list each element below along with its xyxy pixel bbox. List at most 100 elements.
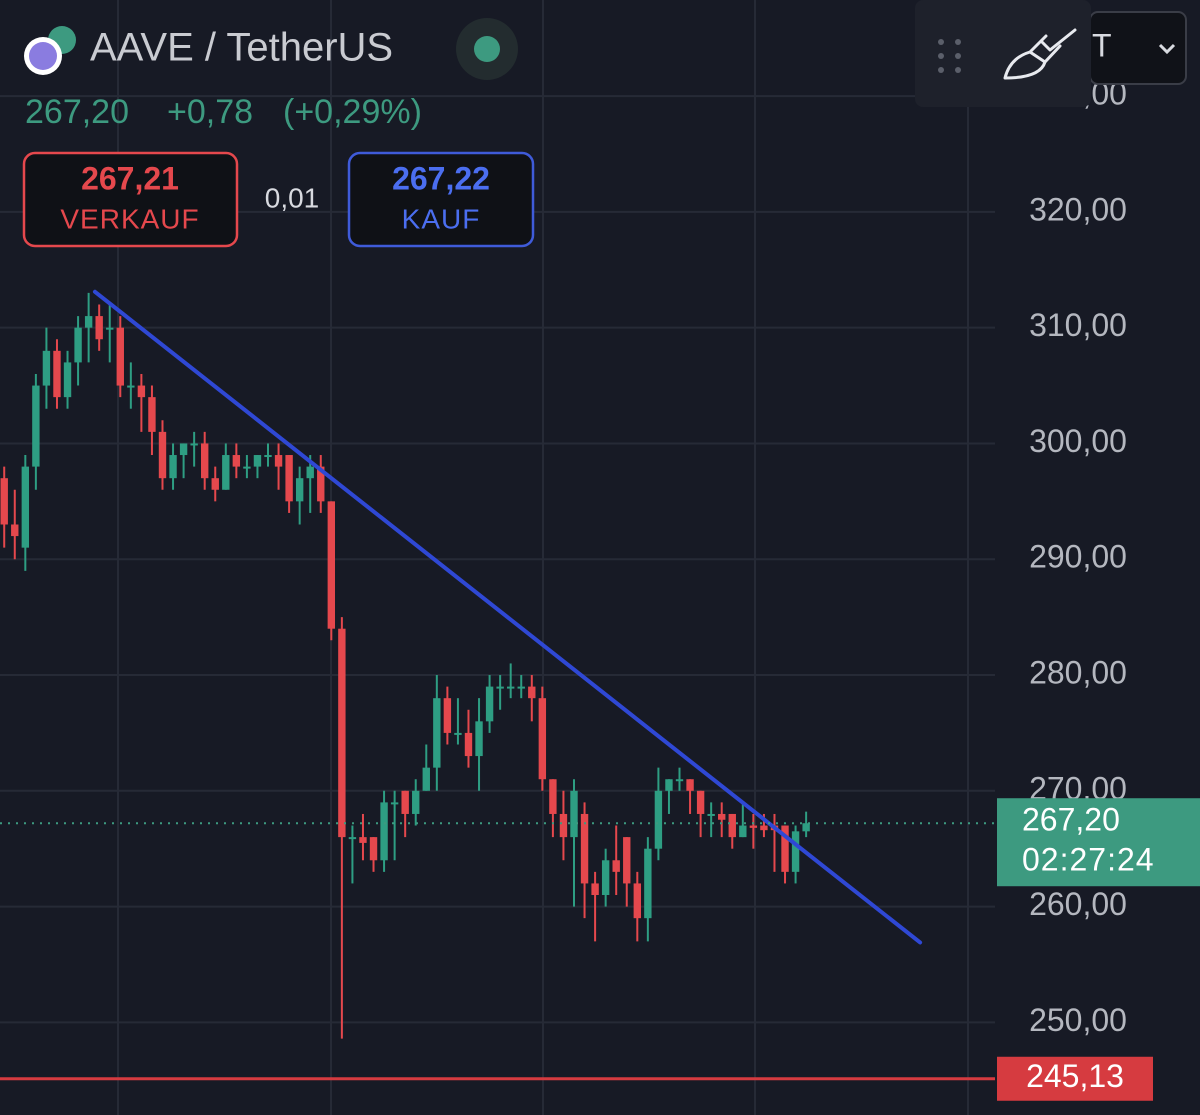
y-axis: 250,00260,00270,00280,00290,00300,00310,… (997, 76, 1200, 1101)
vertical-grid (117, 0, 969, 1115)
candles (0, 292, 810, 1039)
candle-body (211, 478, 219, 490)
sell-label: VERKAUF (60, 203, 199, 234)
y-tick-label: 290,00 (1029, 539, 1127, 575)
candle-body (496, 686, 504, 689)
candle-body (95, 316, 103, 340)
candle-body (760, 825, 768, 831)
sell-price: 267,21 (81, 160, 179, 196)
candle-body (422, 767, 430, 791)
candle-body (570, 790, 578, 838)
price-label-box (997, 798, 1200, 887)
candle-body (338, 628, 346, 838)
candle-body (53, 350, 61, 398)
candle-body (11, 524, 19, 537)
candle-body (169, 455, 177, 479)
candle-body (654, 790, 663, 849)
candle-body (454, 732, 462, 735)
candle-body (106, 327, 114, 330)
candle-body (317, 466, 325, 502)
symbol-title: AAVE / TetherUS (90, 26, 393, 70)
candle-body (222, 455, 230, 490)
candle-body (675, 779, 684, 782)
status-dot (474, 36, 500, 62)
sell-button[interactable] (22, 151, 239, 248)
price-label-box (997, 1056, 1153, 1101)
spread: 0,01 (265, 182, 320, 213)
candle-body (190, 443, 198, 446)
candle-body (475, 721, 483, 757)
candle-body (528, 686, 536, 699)
candle-body (728, 813, 736, 838)
y-tick-label: 260,00 (1029, 886, 1127, 922)
candle-body (791, 831, 800, 872)
candle-body (707, 813, 715, 816)
y-tick-label: 310,00 (1029, 307, 1127, 343)
candle-body (506, 686, 515, 689)
candle-body (42, 350, 51, 386)
candle-body (781, 825, 789, 872)
candle-body (464, 732, 473, 757)
candle-body (443, 698, 452, 733)
buy-price: 267,22 (392, 160, 490, 196)
candle-body (274, 455, 283, 467)
header: AAVE / TetherUS 267,20 +0,78 (+0,29%) 26… (22, 18, 535, 248)
price-change-pct: (+0,29%) (283, 93, 422, 131)
drawing-toolbar (915, 0, 1091, 107)
coin-logo-inner (29, 42, 57, 70)
y-tick-label: 320,00 (1029, 191, 1127, 227)
candle-body (84, 316, 93, 328)
candle-body (359, 837, 367, 843)
toolbar: T (915, 0, 1187, 107)
overlay (0, 289, 995, 1081)
candle-body (369, 837, 378, 861)
countdown: 02:27:24 (1022, 842, 1155, 878)
candle-body (137, 385, 146, 398)
price-change: +0,78 (167, 93, 253, 131)
candle-body (601, 860, 610, 896)
brush-icon[interactable] (1003, 28, 1077, 80)
candle-body (412, 790, 420, 814)
candle-body (718, 813, 726, 820)
candle-body (739, 825, 747, 838)
candle-body (74, 327, 82, 363)
candle-body (380, 802, 388, 861)
price-label: 267,20 (1022, 802, 1120, 838)
candle-body (390, 802, 399, 805)
candle-body (580, 813, 589, 884)
candle-body (591, 883, 599, 896)
candle-body (201, 443, 209, 479)
candle-body (116, 327, 124, 386)
drag-handle (938, 39, 961, 73)
candle-body (623, 837, 631, 884)
trendline (92, 289, 923, 945)
candle-body (0, 478, 8, 525)
candle-body (243, 466, 251, 469)
candle-body (401, 790, 409, 814)
candle-body (158, 431, 167, 479)
candle-body (538, 698, 547, 780)
dropdown-text: T (1092, 27, 1112, 63)
candle-body (348, 837, 357, 840)
last-price: 267,20 (25, 93, 129, 131)
candle-body (264, 455, 272, 458)
candle-body (696, 790, 705, 814)
candle-body (644, 848, 652, 919)
candle-body (295, 478, 304, 502)
candle-body (285, 455, 293, 502)
chevron (1158, 43, 1176, 55)
candle-body (32, 385, 40, 467)
buy-button[interactable] (347, 151, 535, 248)
candle-body (749, 825, 758, 828)
candle-body (559, 813, 568, 838)
candle-body (148, 397, 156, 432)
candle-body (633, 883, 641, 919)
candle-body (127, 385, 135, 388)
candle-body (433, 698, 441, 768)
candle-body (232, 455, 241, 467)
candle-body (665, 779, 673, 791)
y-tick-label: 300,00 (1029, 423, 1127, 459)
y-tick-label: 280,00 (1029, 654, 1127, 690)
candle-body (327, 501, 336, 629)
